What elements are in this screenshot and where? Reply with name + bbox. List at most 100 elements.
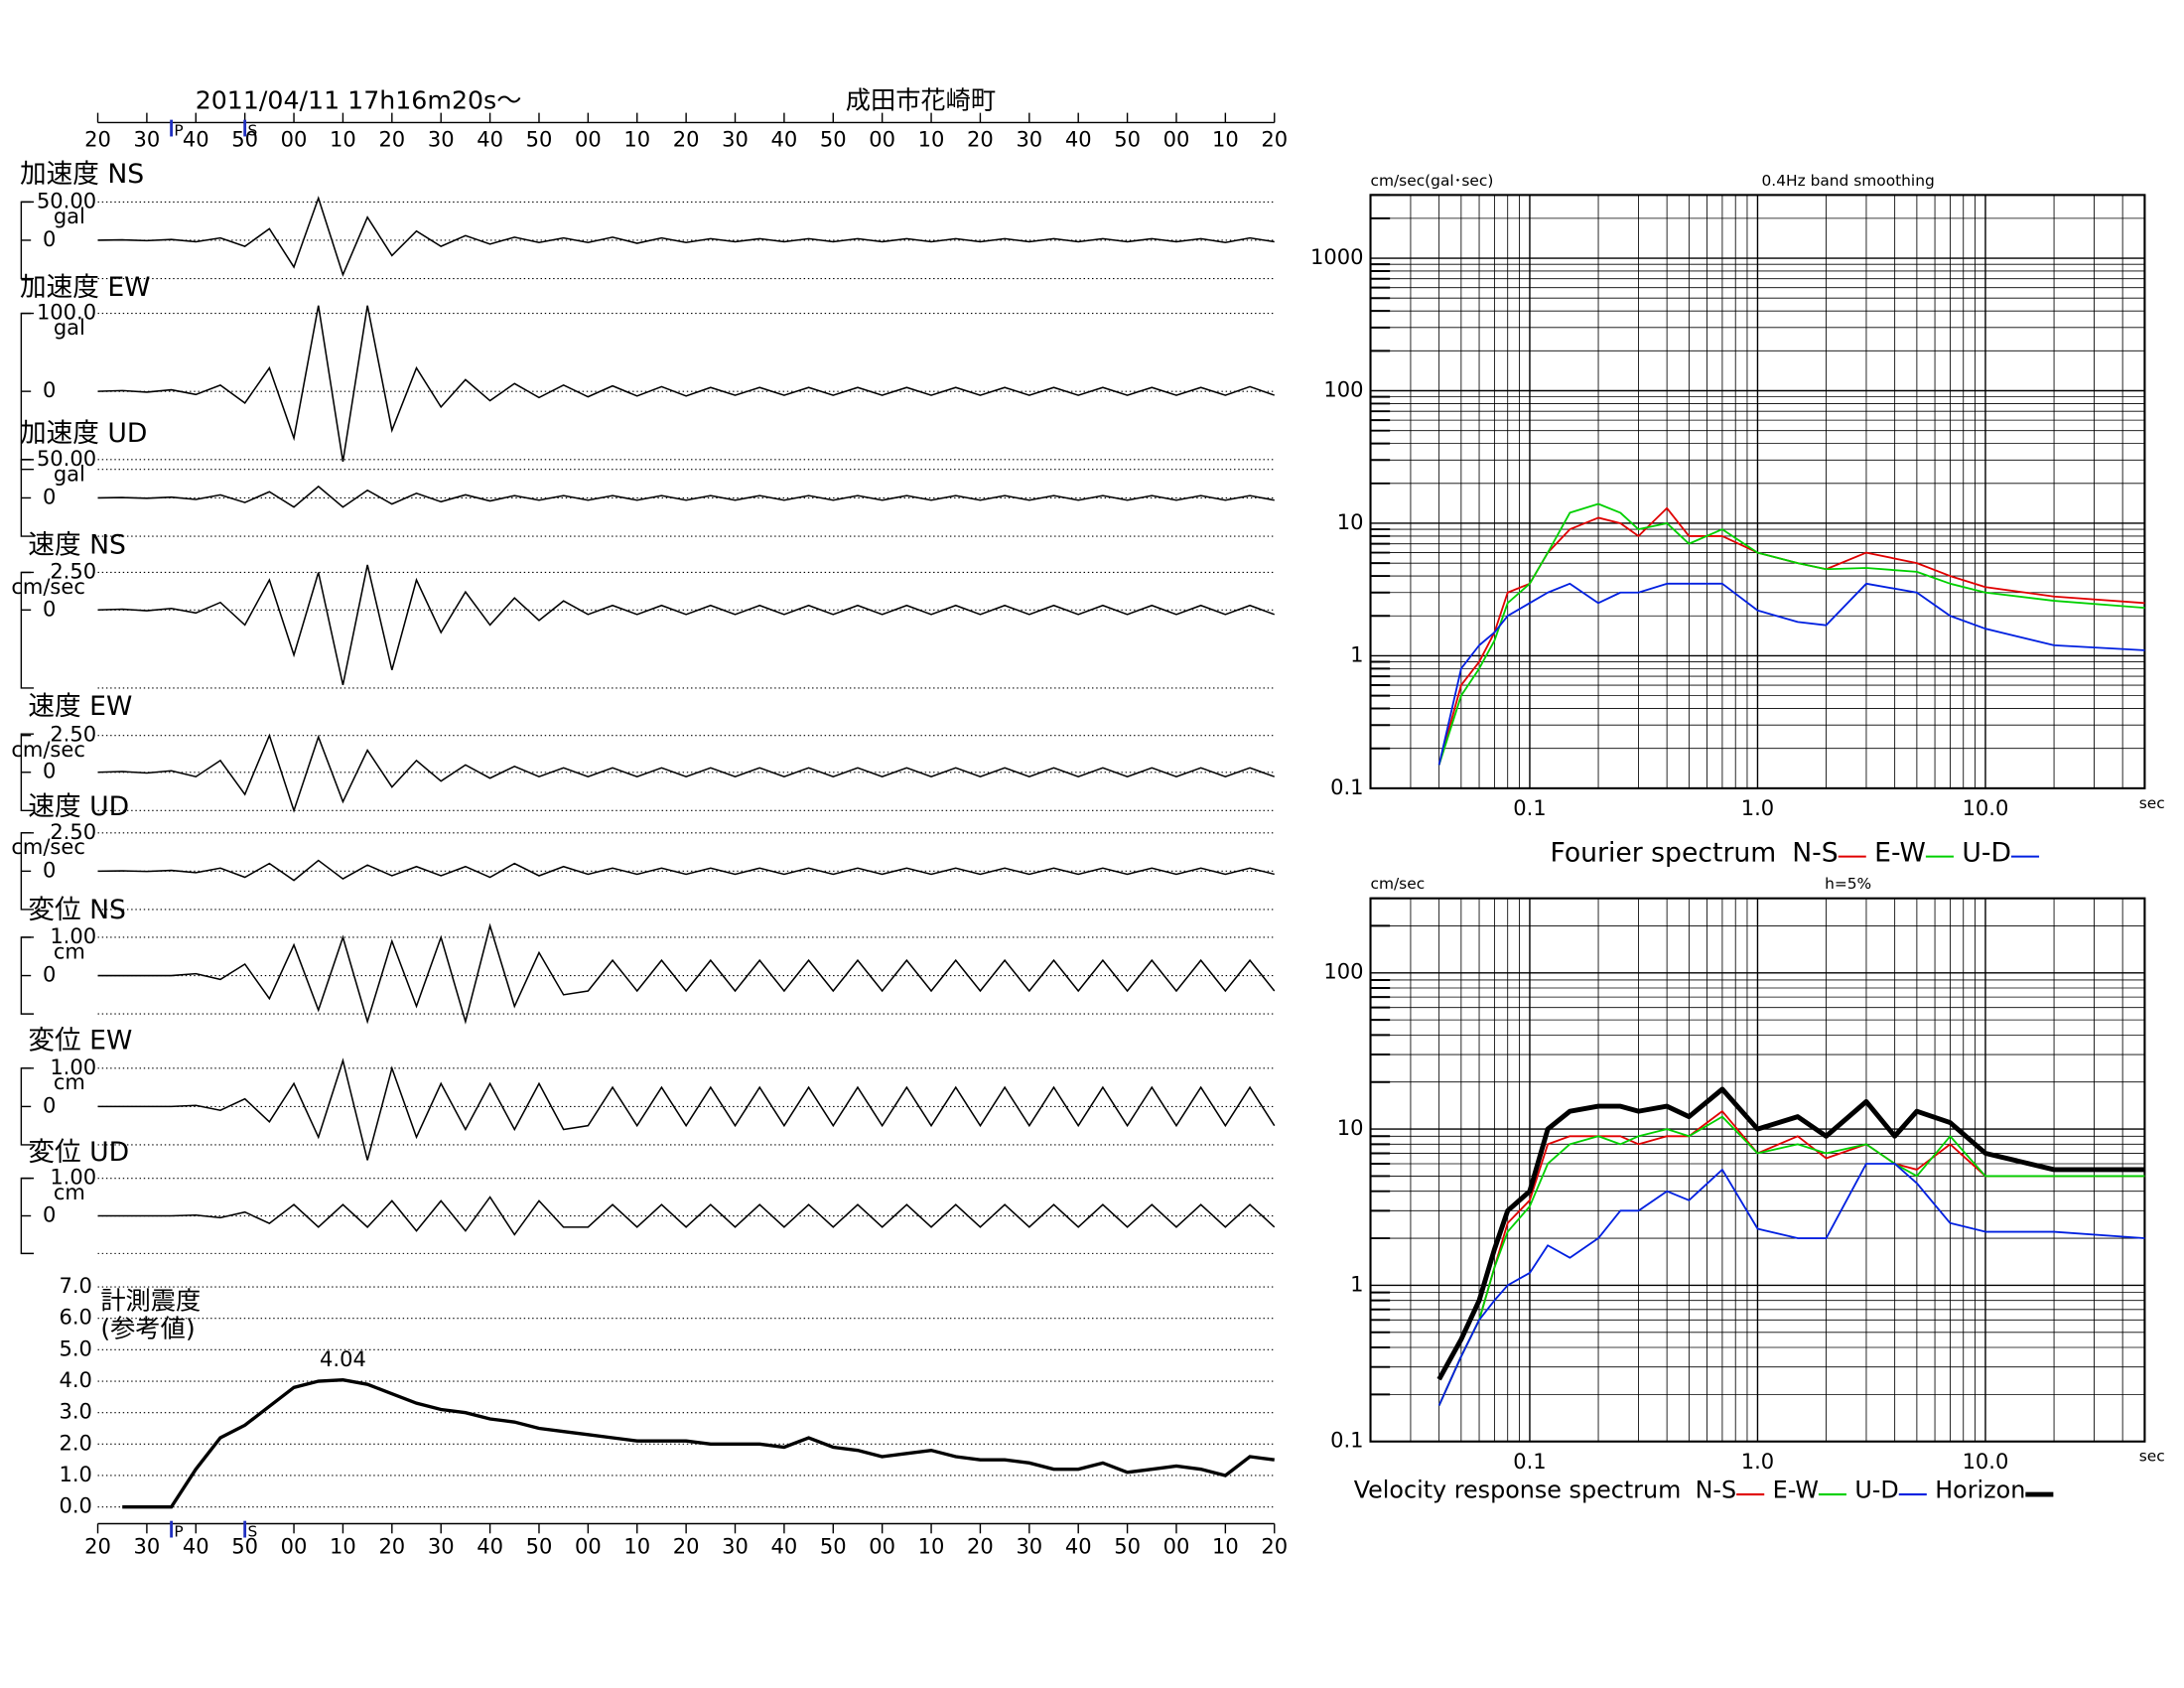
y-axis-label: cm/sec (1371, 875, 1426, 893)
trace-title: 速度 NS (28, 529, 126, 560)
y-tick-label: 50.00 (37, 446, 96, 471)
subtitle: h=5% (1825, 875, 1871, 893)
trace-title: 速度 UD (28, 791, 129, 822)
y-tick-label: 0 (43, 377, 56, 402)
spectrum-line (1437, 1163, 2145, 1406)
waveform (97, 1057, 1276, 1161)
time-tick-label: 40 (183, 127, 209, 152)
y-tick-label: 2.0 (59, 1430, 91, 1455)
plot-frame (1369, 194, 2146, 789)
time-tick-label: 50 (820, 1533, 847, 1558)
legend-entry: N-S (1696, 1477, 1737, 1504)
phase-label: P (174, 1522, 183, 1540)
waveform (97, 733, 1276, 813)
trace-title: 変位 UD (28, 1137, 129, 1168)
time-tick-label: 20 (673, 1533, 700, 1558)
unit-label: cm (54, 938, 85, 963)
y-tick-label: 1.00 (50, 1055, 96, 1079)
intensity-line (122, 1378, 1275, 1509)
y-tick-label: 1 (1350, 641, 1363, 666)
time-tick-label: 40 (183, 1533, 209, 1558)
trace-title: 変位 NS (28, 895, 126, 925)
waveform (97, 196, 1275, 277)
time-tick-label: 40 (771, 1533, 798, 1558)
waveform (97, 485, 1275, 508)
y-tick-label: 0.0 (59, 1493, 91, 1518)
time-tick-label: 20 (84, 127, 111, 152)
trace-title: 加速度 EW (20, 272, 151, 303)
time-tick-label: 30 (1016, 1533, 1042, 1558)
y-tick-label: 0 (43, 226, 56, 251)
panel-subtitle: (参考値) (100, 1315, 195, 1343)
time-tick-label: 40 (1065, 127, 1092, 152)
time-tick-label: 10 (918, 1533, 945, 1558)
time-tick-label: 00 (575, 1533, 602, 1558)
legend-entry: U-D (1854, 1477, 1898, 1504)
time-tick-label: 00 (281, 1533, 308, 1558)
time-tick-label: 00 (575, 127, 602, 152)
y-tick-label: 50.00 (37, 188, 96, 212)
time-tick-label: 30 (428, 1533, 455, 1558)
y-tick-label: 2.50 (50, 558, 96, 583)
unit-label: cm/sec (11, 834, 85, 859)
y-tick-label: 3.0 (59, 1399, 91, 1424)
time-tick-label: 20 (378, 1533, 405, 1558)
time-tick-label: 10 (1212, 1533, 1239, 1558)
x-tick-label: 10.0 (1963, 795, 2009, 820)
time-tick-label: 00 (869, 127, 895, 152)
time-tick-label: 00 (869, 1533, 895, 1558)
time-tick-label: 30 (428, 127, 455, 152)
time-tick-label: 10 (1212, 127, 1239, 152)
time-tick-label: 50 (1114, 127, 1141, 152)
time-tick-label: 50 (1114, 1533, 1141, 1558)
trace-title: 変位 EW (28, 1026, 132, 1056)
y-tick-label: 0.1 (1330, 1428, 1363, 1453)
time-tick-label: 10 (330, 127, 356, 152)
unit-label: gal (54, 315, 85, 340)
y-tick-label: 0 (43, 484, 56, 508)
y-tick-label: 1 (1350, 1271, 1363, 1296)
time-tick-label: 50 (526, 127, 553, 152)
x-axis-label: sec (2139, 794, 2165, 812)
y-tick-label: 1000 (1310, 244, 1363, 269)
y-tick-label: 100 (1323, 377, 1363, 402)
spectrum-line (1437, 506, 2145, 766)
time-tick-label: 10 (623, 127, 650, 152)
time-tick-label: 50 (526, 1533, 553, 1558)
legend-entry: U-D (1962, 837, 2011, 868)
legend-title: Fourier spectrum (1550, 837, 1776, 868)
y-tick-label: 10 (1337, 509, 1364, 534)
y-tick-label: 7.0 (59, 1273, 91, 1298)
x-tick-label: 0.1 (1513, 795, 1546, 820)
spectrum-line (1437, 1115, 2145, 1406)
time-tick-label: 40 (477, 127, 503, 152)
time-tick-label: 10 (918, 127, 945, 152)
time-tick-label: 20 (673, 127, 700, 152)
y-tick-label: 0 (43, 759, 56, 783)
y-tick-label: 6.0 (59, 1305, 91, 1330)
time-tick-label: 30 (1016, 127, 1042, 152)
unit-label: cm/sec (11, 737, 85, 762)
y-tick-label: 1.00 (50, 1165, 96, 1190)
legend-title: Velocity response spectrum (1354, 1477, 1682, 1504)
y-tick-label: 100 (1323, 959, 1363, 984)
waveform (97, 564, 1276, 686)
time-tick-label: 30 (134, 127, 161, 152)
unit-label: gal (54, 461, 85, 486)
spectrum-line (1437, 1110, 2145, 1406)
y-tick-label: 0 (43, 1092, 56, 1117)
legend-entry: Horizon (1935, 1477, 2025, 1504)
time-tick-label: 40 (477, 1533, 503, 1558)
phase-label: P (174, 121, 183, 139)
x-tick-label: 1.0 (1741, 795, 1774, 820)
time-tick-label: 30 (134, 1533, 161, 1558)
y-tick-label: 1.00 (50, 923, 96, 948)
y-axis-label: cm/sec(gal･sec) (1371, 172, 1494, 190)
legend-entry: E-W (1773, 1477, 1819, 1504)
x-axis-label: sec (2139, 1448, 2165, 1466)
time-tick-label: 40 (1065, 1533, 1092, 1558)
record-datetime: 2011/04/11 17h16m20s～ (196, 85, 522, 114)
waveform (97, 1196, 1276, 1236)
time-tick-label: 20 (378, 127, 405, 152)
